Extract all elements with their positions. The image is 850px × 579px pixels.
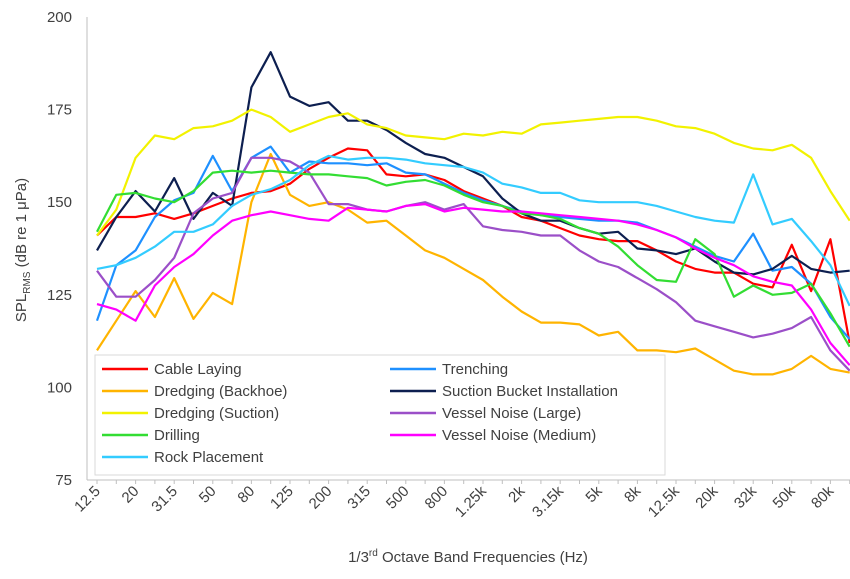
x-tick-label: 50 (196, 483, 220, 507)
series-line (96, 169, 850, 348)
x-tick-label: 20k (692, 482, 721, 511)
legend-label: Trenching (442, 361, 508, 378)
y-tick-label: 125 (47, 287, 72, 304)
x-tick-label: 2k (505, 482, 529, 506)
plot-area (95, 51, 850, 376)
x-tick-label: 50k (770, 482, 799, 511)
legend-label: Drilling (154, 427, 200, 444)
series-line (95, 145, 850, 340)
x-tick-label: 5k (582, 482, 606, 506)
legend-label: Dredging (Backhoe) (154, 383, 287, 400)
legend-label: Rock Placement (154, 449, 264, 466)
legend-label: Dredging (Suction) (154, 405, 279, 422)
x-tick-label: 80 (234, 483, 258, 507)
y-tick-label: 200 (47, 9, 72, 26)
legend-label: Cable Laying (154, 361, 242, 378)
x-tick-label: 1.25k (452, 482, 490, 520)
legend-label: Vessel Noise (Medium) (442, 427, 596, 444)
legend-label: Suction Bucket Installation (442, 383, 618, 400)
y-tick-label: 150 (47, 194, 72, 211)
x-tick-label: 3.15k (529, 482, 567, 520)
y-tick-label: 75 (55, 472, 72, 489)
series-line (96, 156, 850, 372)
series-line (96, 51, 850, 276)
legend-label: Vessel Noise (Large) (442, 405, 581, 422)
y-tick-label: 100 (47, 379, 72, 396)
legend: Cable Laying Trenching Dredging (Backhoe) S… (102, 361, 618, 466)
x-tick-label: 500 (383, 483, 413, 513)
x-tick-label: 80k (808, 482, 837, 511)
x-tick-label: 12.5 (71, 483, 104, 516)
series-line (96, 147, 850, 344)
legend-box (94, 354, 666, 476)
series-line (96, 154, 850, 307)
series-line (96, 203, 850, 366)
series-line (96, 108, 850, 237)
x-tick-label: 31.5 (148, 483, 181, 516)
series-line (96, 152, 850, 376)
x-tick-label: 32k (731, 482, 760, 511)
x-tick-label: 20 (119, 483, 143, 507)
y-axis-title: SPLRMS (dB re 1 μPa) (13, 178, 33, 322)
x-tick-label: 12.5k (645, 482, 683, 520)
x-tick-label: 800 (422, 483, 452, 513)
x-axis-title: 1/3rd Octave Band Frequencies (Hz) (348, 548, 588, 566)
x-tick-label: 125 (267, 483, 297, 513)
x-tick-label: 200 (306, 483, 336, 513)
x-tick-label: 315 (344, 483, 374, 513)
x-tick-label: 8k (621, 482, 645, 506)
y-tick-label: 175 (47, 102, 72, 119)
